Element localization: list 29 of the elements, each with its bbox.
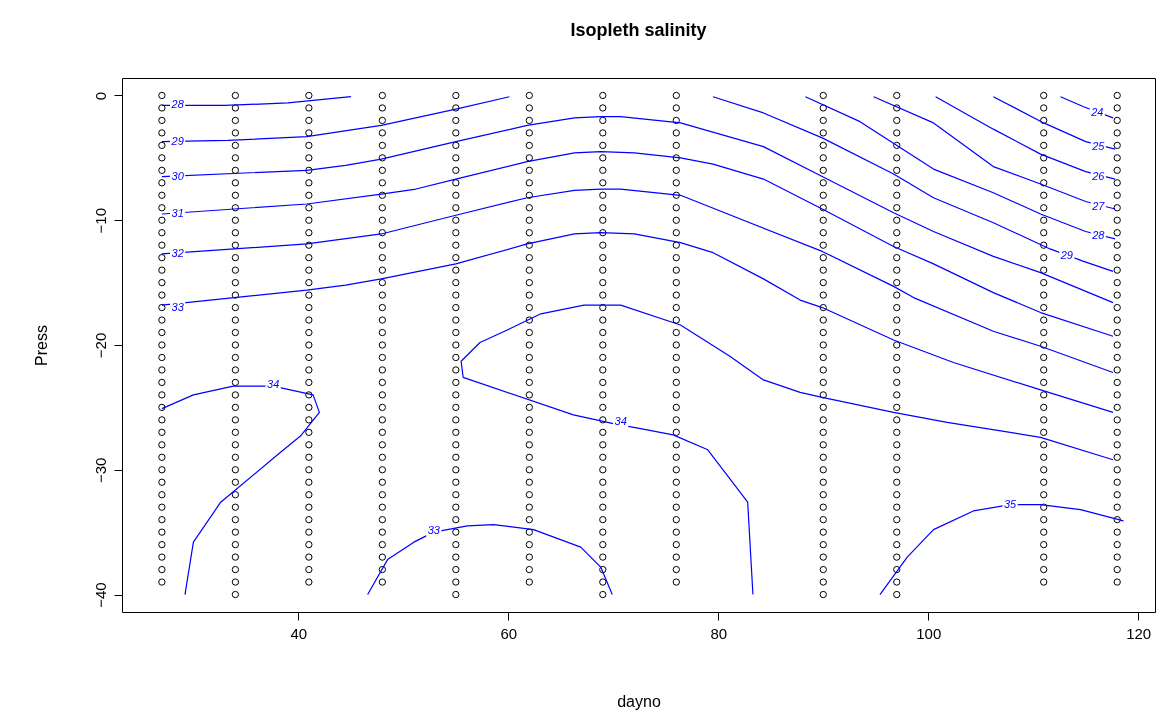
annotation: 26: [1091, 169, 1106, 182]
x-axis-title: dayno: [617, 692, 661, 710]
y-tick-label: −10: [91, 208, 109, 234]
annotation: 35: [1004, 497, 1018, 510]
annotation: 30: [171, 169, 185, 182]
annotation: 33: [427, 523, 441, 536]
annotation: 32: [171, 246, 184, 259]
y-tick-label: −20: [91, 332, 109, 359]
annotation: 31: [171, 207, 184, 219]
annotation: 29: [1059, 249, 1073, 262]
x-tick-label: 40: [290, 624, 308, 642]
annotation: 29: [170, 134, 184, 147]
chart-title: Isopleth salinity: [570, 20, 707, 40]
y-tick-label: −40: [91, 582, 109, 608]
annotation: 33: [171, 300, 185, 313]
annotation: 28: [170, 98, 185, 111]
annotation: 25: [1091, 139, 1106, 152]
x-tick-label: 80: [710, 624, 728, 642]
annotation: 27: [1091, 199, 1106, 212]
y-axis-title: Press: [32, 325, 50, 366]
annotation: 24: [1090, 105, 1104, 118]
x-tick-label: 60: [500, 624, 518, 642]
x-tick-label: 100: [916, 624, 942, 642]
y-tick-label: 0: [91, 91, 109, 101]
x-tick-label: 120: [1126, 624, 1152, 642]
annotation: 28: [1091, 229, 1106, 242]
y-tick-label: −30: [91, 457, 109, 483]
annotation: 34: [614, 415, 627, 428]
annotation: 34: [267, 377, 280, 390]
